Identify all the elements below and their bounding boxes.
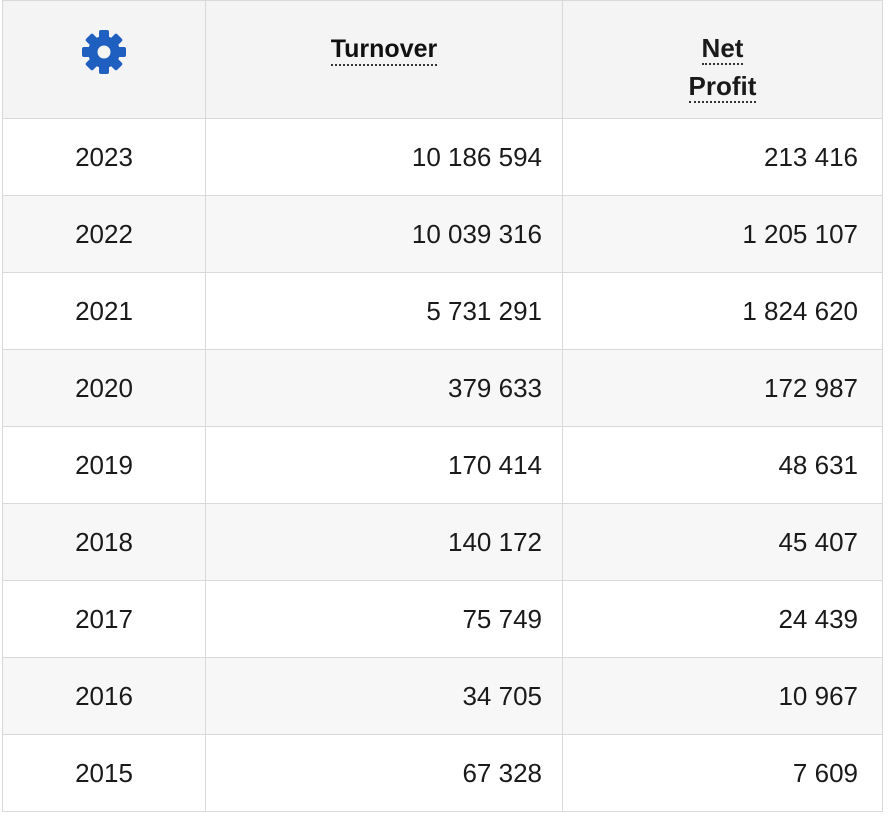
net-profit-header-label-line1[interactable]: Net xyxy=(701,33,744,65)
net-profit-cell: 1 205 107 xyxy=(562,195,883,273)
year-cell: 2023 xyxy=(2,118,206,196)
net-profit-cell: 10 967 xyxy=(562,657,883,735)
turnover-cell: 34 705 xyxy=(205,657,563,735)
net-profit-cell: 48 631 xyxy=(562,426,883,504)
net-profit-cell: 213 416 xyxy=(562,118,883,196)
turnover-cell: 67 328 xyxy=(205,734,563,812)
turnover-cell: 10 186 594 xyxy=(205,118,563,196)
table-row: 2016 34 705 10 967 xyxy=(2,657,883,735)
net-profit-cell: 45 407 xyxy=(562,503,883,581)
net-profit-header-cell[interactable]: Net Profit xyxy=(562,0,883,119)
table-row: 2018 140 172 45 407 xyxy=(2,503,883,581)
turnover-cell: 5 731 291 xyxy=(205,272,563,350)
year-cell: 2022 xyxy=(2,195,206,273)
table-row: 2021 5 731 291 1 824 620 xyxy=(2,272,883,350)
financials-table: Turnover Net Profit 2023 10 186 594 213 … xyxy=(2,0,883,812)
turnover-cell: 379 633 xyxy=(205,349,563,427)
year-cell: 2016 xyxy=(2,657,206,735)
table-row: 2017 75 749 24 439 xyxy=(2,580,883,658)
settings-header-cell[interactable] xyxy=(2,0,206,119)
table-row: 2019 170 414 48 631 xyxy=(2,426,883,504)
table-row: 2020 379 633 172 987 xyxy=(2,349,883,427)
year-cell: 2021 xyxy=(2,272,206,350)
turnover-header-label[interactable]: Turnover xyxy=(330,35,438,66)
turnover-cell: 170 414 xyxy=(205,426,563,504)
net-profit-header-label-line2[interactable]: Profit xyxy=(688,71,757,103)
table-row: 2023 10 186 594 213 416 xyxy=(2,118,883,196)
year-cell: 2020 xyxy=(2,349,206,427)
table-header: Turnover Net Profit xyxy=(2,0,883,119)
net-profit-cell: 1 824 620 xyxy=(562,272,883,350)
net-profit-cell: 24 439 xyxy=(562,580,883,658)
turnover-cell: 140 172 xyxy=(205,503,563,581)
year-cell: 2017 xyxy=(2,580,206,658)
net-profit-cell: 7 609 xyxy=(562,734,883,812)
table-body: 2023 10 186 594 213 416 2022 10 039 316 … xyxy=(2,118,883,812)
header-row: Turnover Net Profit xyxy=(2,0,883,119)
table-row: 2015 67 328 7 609 xyxy=(2,734,883,812)
net-profit-cell: 172 987 xyxy=(562,349,883,427)
turnover-header-cell[interactable]: Turnover xyxy=(205,0,563,119)
year-cell: 2019 xyxy=(2,426,206,504)
year-cell: 2018 xyxy=(2,503,206,581)
gear-icon[interactable] xyxy=(79,27,129,77)
turnover-cell: 10 039 316 xyxy=(205,195,563,273)
turnover-cell: 75 749 xyxy=(205,580,563,658)
year-cell: 2015 xyxy=(2,734,206,812)
table-row: 2022 10 039 316 1 205 107 xyxy=(2,195,883,273)
